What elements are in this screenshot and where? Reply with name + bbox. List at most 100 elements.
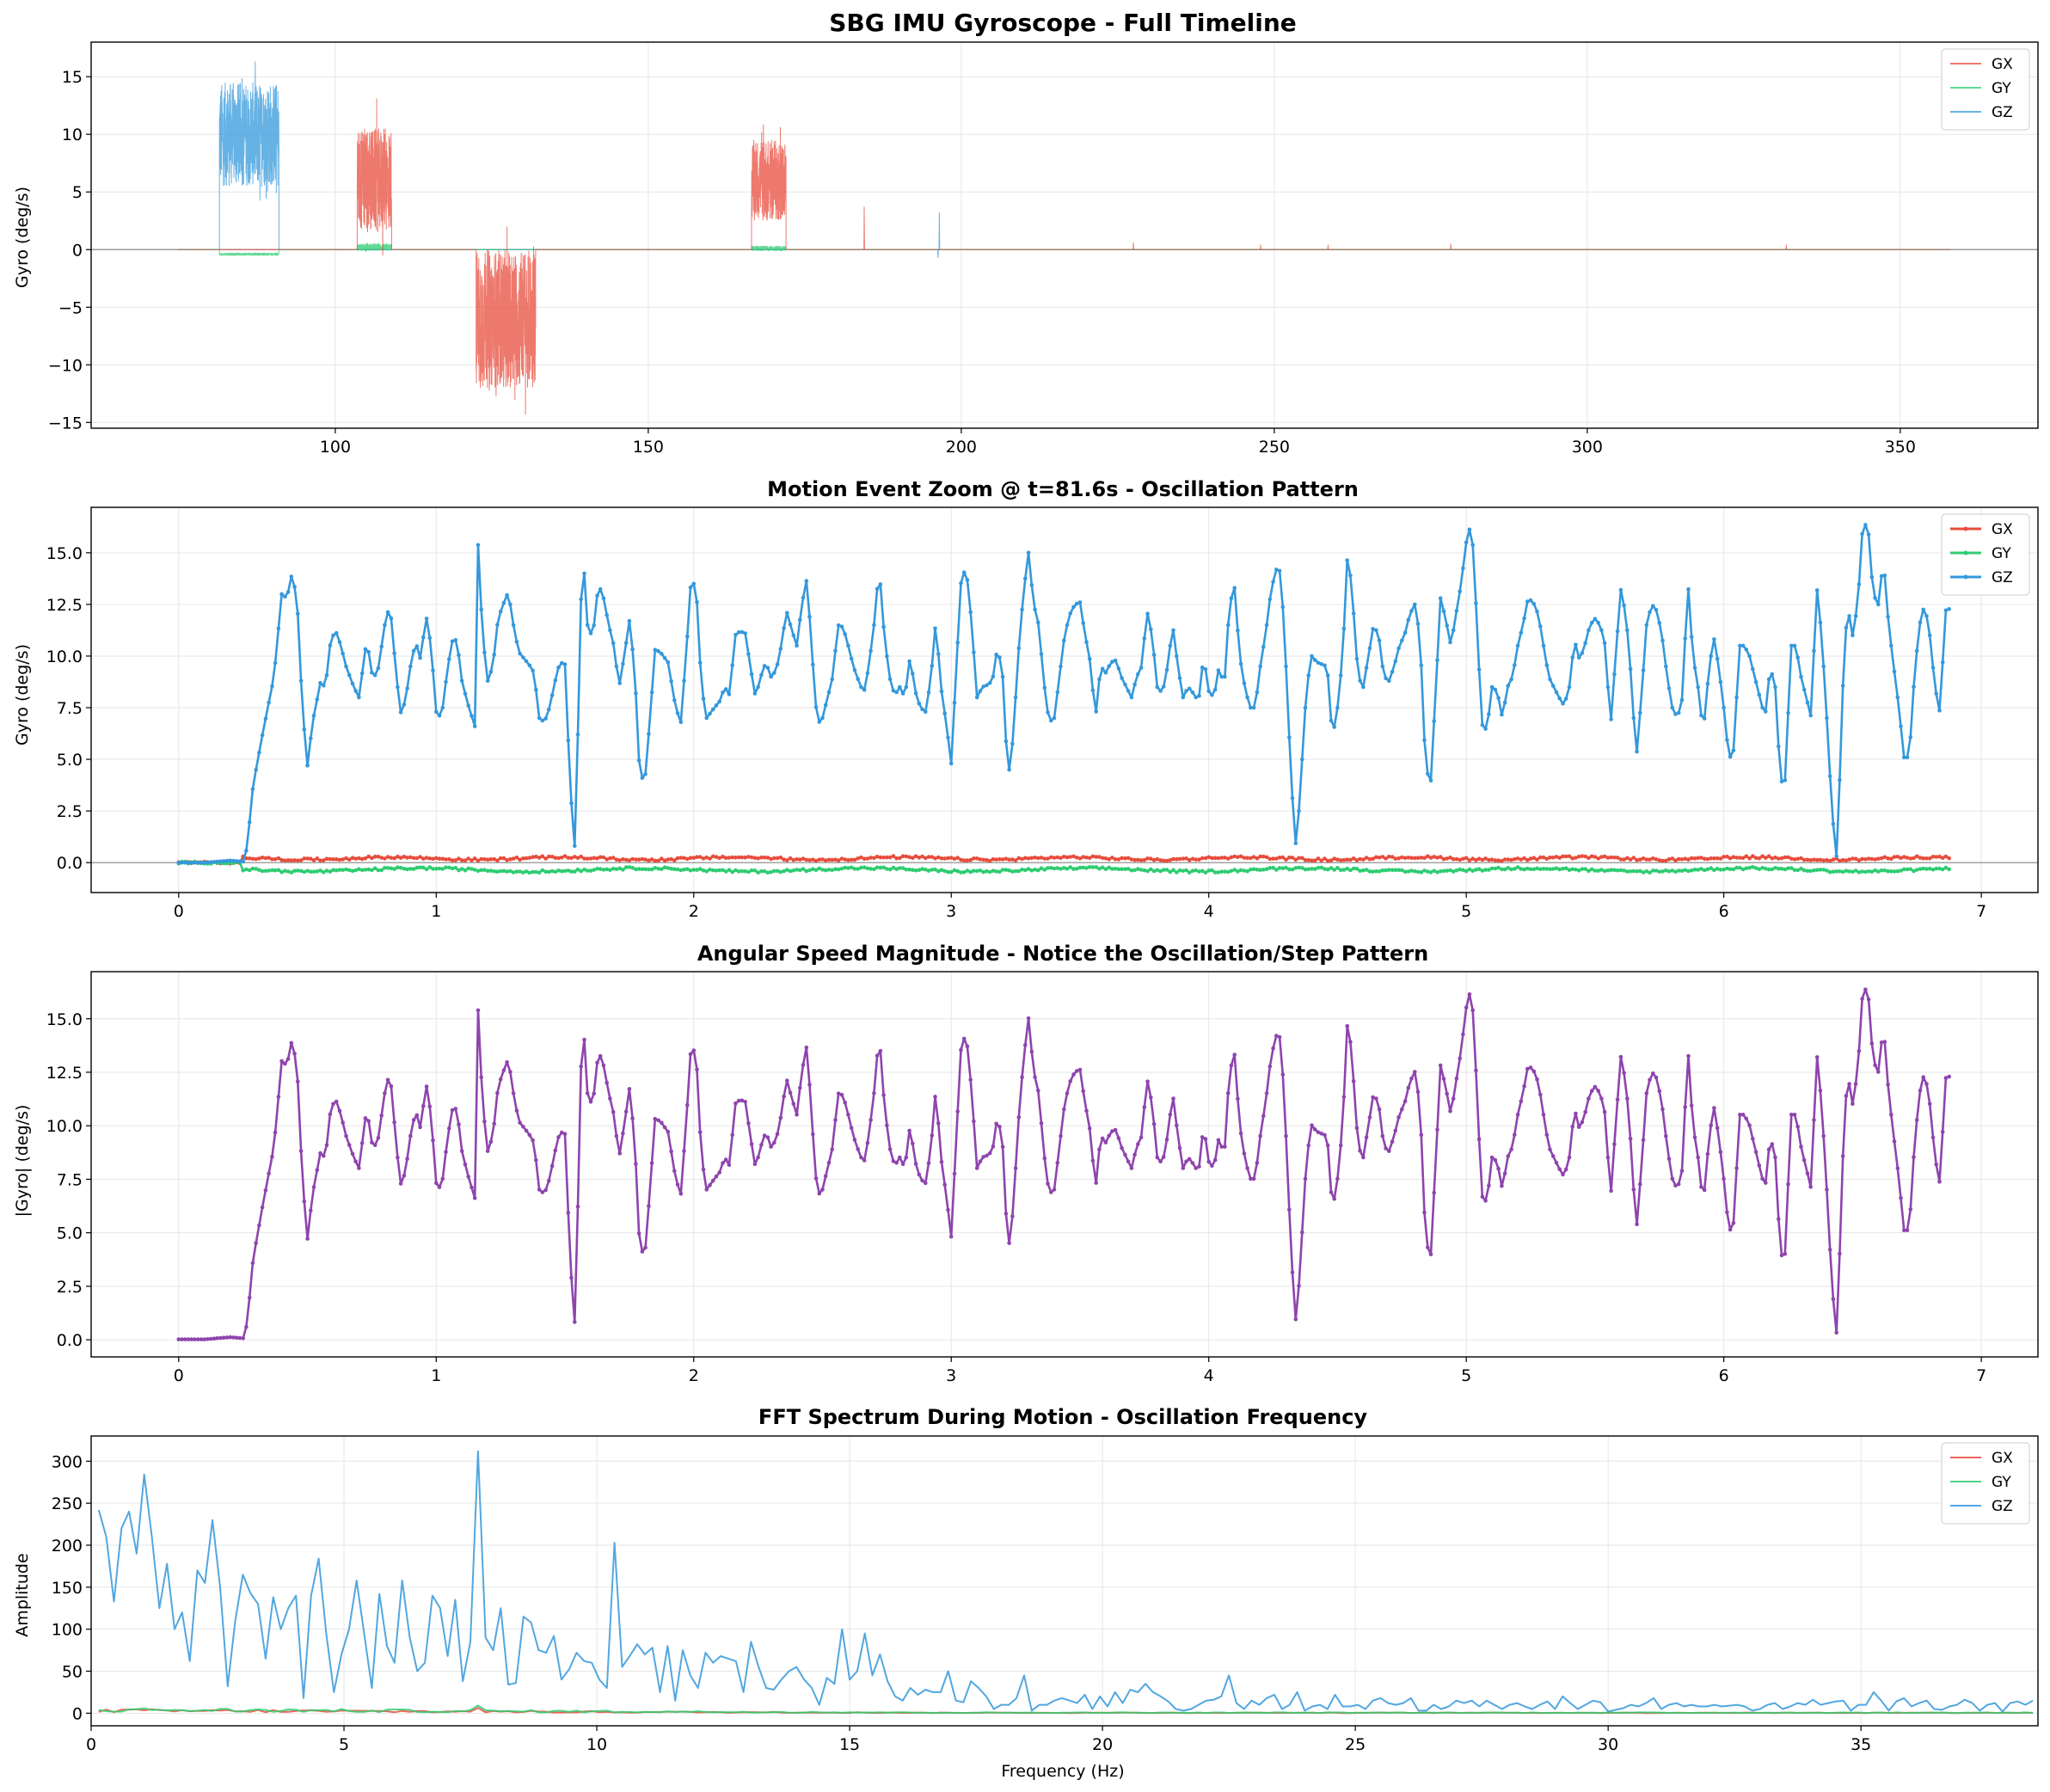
data-point bbox=[717, 868, 721, 873]
data-point bbox=[843, 1101, 847, 1105]
data-point bbox=[1419, 870, 1424, 875]
data-point bbox=[1666, 686, 1672, 690]
data-point bbox=[1197, 857, 1201, 862]
data-point bbox=[1261, 645, 1266, 649]
data-point bbox=[1924, 867, 1929, 871]
data-point bbox=[682, 856, 686, 861]
data-point bbox=[424, 617, 429, 621]
data-point bbox=[1531, 856, 1537, 860]
data-point bbox=[1413, 868, 1417, 874]
data-point bbox=[849, 1126, 854, 1131]
data-point bbox=[630, 856, 635, 862]
data-point bbox=[1371, 1095, 1375, 1100]
data-point bbox=[1895, 695, 1900, 700]
data-point bbox=[1164, 1137, 1169, 1142]
data-point bbox=[601, 1063, 606, 1068]
data-point bbox=[1554, 855, 1559, 859]
data-point bbox=[1947, 856, 1951, 861]
data-point bbox=[463, 1162, 468, 1167]
data-point bbox=[302, 869, 307, 875]
data-point bbox=[1432, 855, 1436, 859]
data-point bbox=[743, 855, 747, 860]
data-point bbox=[1866, 869, 1871, 874]
data-point bbox=[1297, 865, 1301, 870]
data-point bbox=[662, 1125, 667, 1130]
data-point bbox=[1129, 1166, 1134, 1170]
data-point bbox=[830, 857, 834, 862]
data-point bbox=[1474, 601, 1478, 605]
data-point bbox=[196, 1337, 200, 1341]
data-point bbox=[823, 868, 828, 873]
data-point bbox=[1426, 1245, 1430, 1249]
data-point bbox=[1206, 689, 1211, 694]
data-point bbox=[344, 867, 348, 872]
data-point bbox=[1561, 854, 1565, 859]
data-point bbox=[1013, 858, 1018, 862]
data-point bbox=[1602, 641, 1607, 646]
data-point bbox=[1441, 856, 1446, 862]
data-point bbox=[1886, 868, 1890, 874]
data-point bbox=[1535, 866, 1539, 871]
data-point bbox=[1489, 866, 1495, 871]
data-point bbox=[1519, 867, 1524, 871]
data-point bbox=[1525, 1066, 1530, 1071]
data-point bbox=[1814, 1055, 1820, 1059]
data-point bbox=[1049, 866, 1053, 870]
data-point bbox=[1847, 857, 1851, 862]
data-point bbox=[1454, 609, 1459, 613]
data-point bbox=[372, 866, 377, 870]
data-point bbox=[1702, 1188, 1707, 1193]
data-point bbox=[1722, 867, 1726, 872]
data-point bbox=[296, 1079, 300, 1083]
data-point bbox=[1261, 868, 1266, 872]
data-point bbox=[740, 629, 745, 635]
data-point bbox=[260, 868, 265, 874]
data-point bbox=[924, 1181, 928, 1186]
data-point bbox=[453, 1107, 458, 1111]
data-point bbox=[1814, 868, 1820, 872]
data-point bbox=[961, 1036, 967, 1041]
data-point bbox=[1812, 857, 1816, 862]
data-point bbox=[795, 868, 799, 872]
y-tick-label: 5 bbox=[72, 183, 83, 202]
data-point bbox=[1548, 677, 1552, 682]
data-point bbox=[1190, 868, 1195, 873]
data-point bbox=[653, 1116, 658, 1121]
data-point bbox=[900, 691, 905, 696]
data-point bbox=[1007, 857, 1011, 862]
data-point bbox=[807, 858, 812, 862]
data-point bbox=[1029, 583, 1034, 587]
data-point bbox=[872, 623, 876, 628]
data-point bbox=[1783, 1252, 1788, 1256]
data-point bbox=[1461, 856, 1465, 861]
data-point bbox=[531, 668, 535, 673]
data-point bbox=[913, 690, 918, 696]
data-point bbox=[311, 1185, 316, 1189]
data-point bbox=[221, 1335, 226, 1340]
data-point bbox=[862, 865, 867, 869]
data-point bbox=[1280, 604, 1286, 610]
data-point bbox=[1550, 867, 1556, 871]
data-point bbox=[1361, 684, 1366, 690]
data-point bbox=[1487, 857, 1491, 862]
data-point bbox=[1892, 1139, 1897, 1144]
data-point bbox=[749, 672, 754, 677]
data-point bbox=[636, 1231, 641, 1236]
data-point bbox=[887, 1147, 893, 1151]
data-point bbox=[701, 697, 706, 701]
data-point bbox=[691, 868, 697, 872]
data-point bbox=[939, 868, 944, 873]
data-point bbox=[573, 1320, 577, 1324]
data-point bbox=[926, 855, 931, 859]
data-point bbox=[1722, 1176, 1726, 1181]
data-point bbox=[402, 855, 407, 859]
data-point bbox=[1622, 868, 1626, 873]
data-point bbox=[930, 868, 935, 872]
data-point bbox=[1409, 1077, 1414, 1081]
data-point bbox=[1863, 857, 1868, 862]
data-point bbox=[1367, 869, 1372, 874]
data-point bbox=[1715, 1126, 1720, 1131]
data-point bbox=[1838, 777, 1842, 782]
data-point bbox=[569, 801, 574, 806]
data-point bbox=[540, 868, 545, 873]
